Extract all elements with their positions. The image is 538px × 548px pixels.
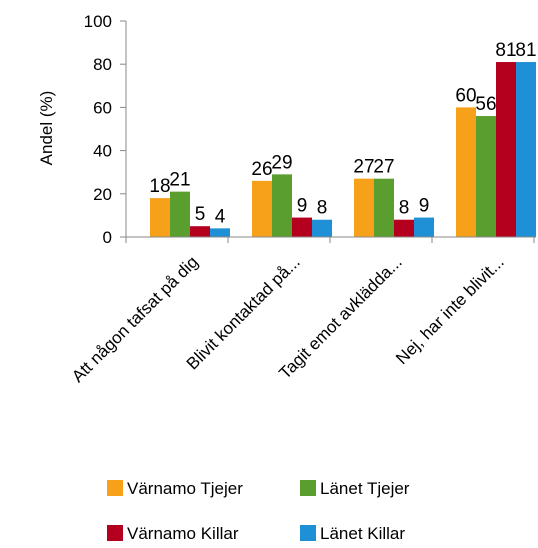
legend-item: Länet Killar bbox=[300, 524, 405, 543]
y-tick-label: 60 bbox=[93, 98, 112, 117]
bar bbox=[374, 178, 394, 237]
y-tick-label: 40 bbox=[93, 142, 112, 161]
bar bbox=[456, 107, 476, 238]
data-label: 21 bbox=[169, 170, 190, 191]
bar bbox=[170, 191, 190, 237]
data-label: 56 bbox=[475, 94, 496, 115]
data-label: 5 bbox=[195, 204, 206, 225]
bar bbox=[150, 198, 170, 237]
legend: Värnamo Tjejer Länet Tjejer Värnamo Killar… bbox=[107, 479, 410, 543]
data-label: 18 bbox=[149, 176, 170, 197]
x-tick-label: Nej, har inte blivit... bbox=[392, 252, 508, 368]
data-label: 27 bbox=[373, 157, 394, 178]
bar bbox=[476, 116, 496, 237]
legend-item: Länet Tjejer bbox=[300, 479, 410, 498]
data-label: 9 bbox=[419, 196, 430, 217]
data-label: 29 bbox=[271, 152, 292, 173]
y-tick-label: 20 bbox=[93, 185, 112, 204]
bar bbox=[252, 180, 272, 237]
y-tick-label: 0 bbox=[103, 228, 112, 247]
bar bbox=[190, 226, 210, 237]
legend-label: Värnamo Killar bbox=[127, 524, 239, 543]
legend-swatch bbox=[107, 525, 123, 541]
y-axis: 0 20 40 60 80 100 bbox=[84, 12, 127, 247]
data-label: 81 bbox=[495, 40, 516, 61]
data-label: 26 bbox=[251, 159, 272, 180]
data-label: 27 bbox=[353, 157, 374, 178]
legend-item: Värnamo Killar bbox=[107, 524, 239, 543]
bar bbox=[272, 174, 292, 237]
data-label: 81 bbox=[515, 40, 536, 61]
legend-item: Värnamo Tjejer bbox=[107, 479, 243, 498]
data-label: 8 bbox=[399, 198, 410, 219]
data-label: 8 bbox=[317, 198, 328, 219]
legend-label: Länet Tjejer bbox=[320, 479, 410, 498]
bar bbox=[516, 62, 536, 237]
bars bbox=[150, 62, 536, 238]
legend-label: Länet Killar bbox=[320, 524, 405, 543]
legend-label: Värnamo Tjejer bbox=[127, 479, 243, 498]
bar bbox=[210, 228, 230, 237]
bar bbox=[394, 219, 414, 237]
data-label: 9 bbox=[297, 196, 308, 217]
bar bbox=[292, 217, 312, 237]
legend-swatch bbox=[300, 480, 316, 496]
data-label: 4 bbox=[215, 206, 226, 227]
legend-swatch bbox=[300, 525, 316, 541]
x-tick-label: Blivit kontaktad på... bbox=[183, 252, 304, 373]
y-axis-title: Andel (%) bbox=[37, 91, 56, 166]
y-tick-label: 100 bbox=[84, 12, 112, 31]
bar bbox=[414, 217, 434, 237]
x-tick-label: Att någon tafsat på dig bbox=[68, 252, 202, 386]
y-tick-label: 80 bbox=[93, 55, 112, 74]
bar bbox=[354, 178, 374, 237]
bar bbox=[496, 62, 516, 237]
data-label: 60 bbox=[455, 85, 476, 106]
legend-swatch bbox=[107, 480, 123, 496]
bar bbox=[312, 219, 332, 237]
